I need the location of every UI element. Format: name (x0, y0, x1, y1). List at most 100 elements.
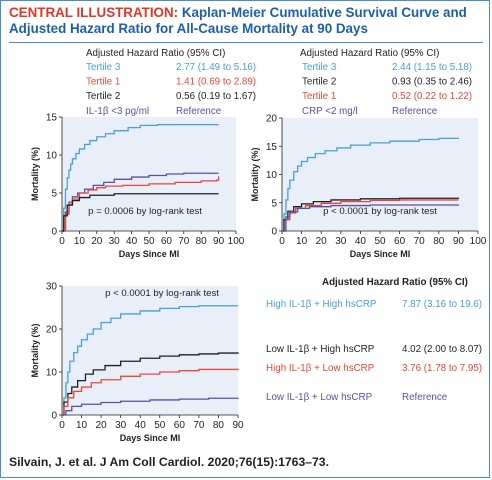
x-tick-label: 60 (161, 236, 173, 247)
x-axis-label: Days Since MI (120, 433, 181, 443)
x-tick-label: 80 (196, 236, 208, 247)
hazard-table-label: Tertile 2 (302, 77, 336, 88)
x-tick-label: 0 (279, 236, 285, 247)
chart-crp: 0 10 20 30 40 50 60 70 80 90 100 0 5 10 15 20 Days Since… (250, 48, 487, 259)
plot-area (282, 118, 478, 231)
x-tick-label: 40 (355, 236, 367, 247)
hazard-table-value: 2.44 (1.15 to 5.18) (392, 62, 472, 73)
x-tick-label: 60 (174, 420, 186, 431)
series-line (282, 204, 460, 232)
hazard-table-label: CRP <2 mg/l (302, 106, 358, 117)
hazard-table-label: Low IL-1β + Low hsCRP (266, 392, 373, 403)
hazard-table-value: 1.41 (0.69 to 2.89) (176, 77, 256, 88)
x-tick-label: 40 (126, 236, 138, 247)
hazard-table-value: 4.02 (2.00 to 8.07) (402, 344, 482, 355)
x-tick-label: 20 (316, 236, 328, 247)
x-axis-label: Days Since MI (350, 249, 411, 259)
x-tick-label: 80 (433, 236, 445, 247)
hazard-table-label: Tertile 3 (302, 62, 337, 73)
series-line (282, 199, 459, 232)
y-axis-label: Mortality (%) (30, 147, 40, 201)
x-tick-label: 80 (213, 420, 225, 431)
hazard-table-value: 2.77 (1.49 to 5.16) (176, 62, 256, 73)
hazard-table-label: Tertile 3 (86, 62, 121, 73)
x-tick-label: 90 (213, 236, 225, 247)
series-line (62, 352, 239, 416)
hazard-table-label: Low IL-1β + High hsCRP (266, 344, 375, 355)
x-tick-label: 100 (470, 236, 487, 247)
y-tick-label: 15 (266, 142, 278, 153)
x-tick-label: 50 (154, 420, 166, 431)
y-tick-label: 10 (266, 170, 278, 181)
hazard-table-value: 3.76 (1.78 to 7.95) (402, 363, 482, 374)
x-tick-label: 90 (232, 420, 244, 431)
x-tick-label: 10 (296, 236, 308, 247)
series-line (62, 123, 219, 232)
series-line (62, 172, 219, 232)
x-tick-label: 0 (59, 420, 65, 431)
x-axis-label: Days Since MI (119, 249, 180, 259)
y-tick-label: 0 (51, 227, 57, 238)
logrank-annotation: p < 0.0001 by log-rank test (105, 288, 219, 299)
x-tick-label: 30 (335, 236, 347, 247)
hazard-table-label: Tertile 2 (86, 91, 120, 102)
x-tick-label: 10 (76, 420, 88, 431)
hazard-table-value: 0.56 (0.19 to 1.67) (176, 91, 256, 102)
series-line (62, 305, 238, 416)
x-tick-label: 50 (374, 236, 386, 247)
x-tick-label: 20 (91, 236, 103, 247)
x-tick-label: 70 (193, 420, 205, 431)
x-tick-label: 20 (96, 420, 108, 431)
plot-area (62, 117, 236, 231)
title-lead: CENTRAL ILLUSTRATION: (9, 5, 179, 20)
hazard-table-value: Reference (392, 106, 438, 117)
y-axis-label: Mortality (%) (30, 323, 40, 377)
series-line (62, 193, 219, 232)
x-tick-label: 30 (109, 236, 121, 247)
hazard-table-title: Adjusted Hazard Ratio (95% CI) (86, 48, 225, 59)
hazard-table-label: High IL-1β + Low hsCRP (266, 363, 375, 374)
x-tick-label: 10 (74, 236, 86, 247)
hazard-table-title: Adjusted Hazard Ratio (95% CI) (300, 48, 439, 59)
hazard-table-label: High IL-1β + High hsCRP (266, 299, 377, 310)
hazard-table-label: Tertile 1 (86, 77, 120, 88)
hazard-table-value: Reference (176, 106, 222, 117)
y-tick-label: 5 (51, 189, 57, 200)
y-tick-label: 10 (46, 368, 58, 379)
series-line (62, 368, 239, 416)
x-tick-label: 50 (143, 236, 155, 247)
y-tick-label: 30 (46, 282, 58, 293)
x-tick-label: 100 (228, 236, 245, 247)
chart-combined: 0 10 20 30 40 50 60 70 80 90 0 10 20 30 Days Since MI M… (30, 277, 482, 443)
title-divider (9, 42, 483, 43)
x-tick-label: 90 (453, 236, 465, 247)
series-line (62, 176, 220, 232)
hazard-table-value: 7.87 (3.16 to 19.6) (402, 299, 482, 310)
series-line (62, 397, 239, 416)
x-tick-label: 0 (59, 236, 65, 247)
chart-il1b: 0 10 20 30 40 50 60 70 80 90 100 0 5 10 15 Days Since M… (30, 48, 256, 259)
hazard-table-value: Reference (402, 392, 448, 403)
hazard-table-label: IL-1β <3 pg/ml (86, 106, 149, 117)
y-tick-label: 20 (266, 114, 278, 125)
hazard-table-value: 0.52 (0.22 to 1.22) (392, 91, 472, 102)
series-line (282, 137, 460, 232)
x-tick-label: 70 (178, 236, 190, 247)
logrank-annotation: p = 0.0006 by log-rank test (88, 206, 202, 217)
x-tick-label: 70 (414, 236, 426, 247)
y-tick-label: 0 (51, 411, 57, 422)
logrank-annotation: p < 0.0001 by log-rank test (323, 206, 437, 217)
hazard-table-label: Tertile 1 (302, 91, 336, 102)
plot-area (62, 286, 238, 415)
y-tick-label: 15 (46, 113, 58, 124)
y-tick-label: 5 (271, 198, 277, 209)
y-tick-label: 10 (46, 151, 58, 162)
y-tick-label: 20 (46, 325, 58, 336)
x-tick-label: 40 (135, 420, 147, 431)
y-tick-label: 0 (271, 227, 277, 238)
x-tick-label: 30 (115, 420, 127, 431)
x-tick-label: 60 (394, 236, 406, 247)
title-text: Kaplan-Meier Cumulative Survival Curve a… (9, 5, 467, 36)
